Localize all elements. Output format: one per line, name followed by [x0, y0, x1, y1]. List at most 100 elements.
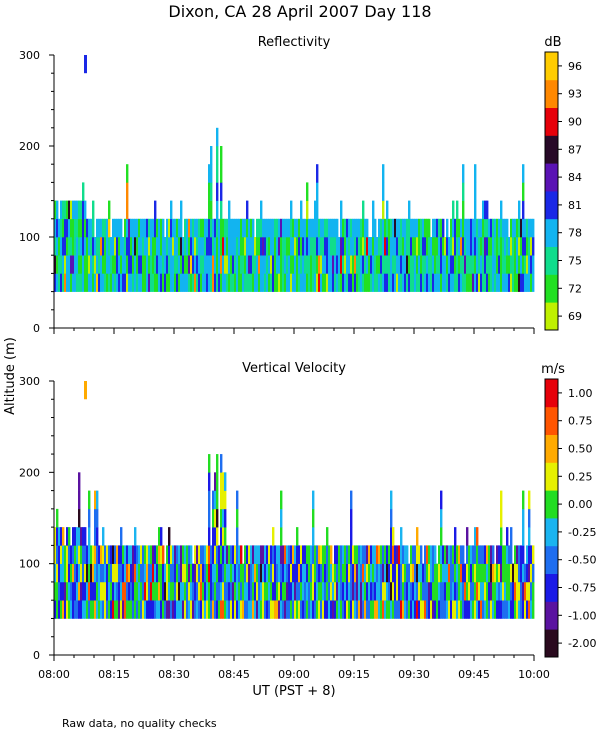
- heatmap-cell: [194, 218, 197, 238]
- heatmap-cell: [78, 545, 81, 564]
- heatmap-cell: [196, 237, 199, 256]
- heatmap-cell: [262, 545, 265, 564]
- heatmap-cell: [524, 273, 527, 292]
- heatmap-cell: [376, 237, 379, 256]
- heatmap-cell: [182, 600, 185, 619]
- heatmap-cell: [204, 255, 207, 274]
- heatmap-cell: [76, 581, 79, 601]
- heatmap-cell: [96, 545, 99, 564]
- heatmap-cell: [298, 255, 301, 274]
- heatmap-cell: [290, 581, 293, 601]
- heatmap-cell: [294, 600, 297, 619]
- heatmap-cell: [222, 563, 225, 583]
- heatmap-cell: [438, 600, 441, 619]
- heatmap-cell: [168, 600, 171, 619]
- heatmap-cell: [496, 563, 499, 583]
- colorbar-tick-label: -0.50: [568, 554, 596, 567]
- heatmap-cell: [156, 218, 159, 238]
- heatmap-cell: [342, 255, 345, 274]
- heatmap-cell: [506, 600, 509, 619]
- heatmap-cell: [396, 600, 399, 619]
- heatmap-cell: [170, 563, 173, 583]
- heatmap-cell: [394, 545, 397, 564]
- heatmap-cell: [246, 563, 249, 583]
- heatmap-cell: [478, 581, 481, 601]
- heatmap-cell: [64, 237, 67, 256]
- heatmap-cell: [176, 255, 179, 274]
- heatmap-cell: [370, 273, 373, 292]
- heatmap-cell: [228, 600, 231, 619]
- heatmap-cell: [198, 600, 201, 619]
- heatmap-cell: [146, 581, 149, 601]
- heatmap-cell: [494, 581, 497, 601]
- heatmap-cell: [408, 581, 411, 601]
- heatmap-cell: [66, 527, 69, 546]
- heatmap-cell: [216, 237, 219, 256]
- heatmap-cell: [322, 600, 325, 619]
- heatmap-cell: [108, 600, 111, 619]
- heatmap-cell: [158, 600, 161, 619]
- colorbar-tick-label: 78: [568, 227, 582, 240]
- heatmap-cell: [182, 545, 185, 564]
- heatmap-cell: [186, 218, 189, 238]
- heatmap-cell: [492, 581, 495, 601]
- heatmap-cell: [476, 563, 479, 583]
- heatmap-cell: [316, 563, 319, 583]
- heatmap-cell: [68, 237, 71, 256]
- heatmap-cell: [322, 273, 325, 292]
- heatmap-cell: [314, 545, 317, 564]
- heatmap-cell: [132, 237, 135, 256]
- heatmap-cell: [302, 218, 305, 238]
- heatmap-cell: [132, 600, 135, 619]
- heatmap-cell: [190, 273, 193, 292]
- heatmap-cell: [142, 273, 145, 292]
- heatmap-cell: [72, 527, 75, 546]
- reflectivity-panel: Reflectivity0100200300697275788184879093…: [19, 35, 582, 335]
- heatmap-cell: [284, 581, 287, 601]
- heatmap-cell: [516, 273, 519, 292]
- heatmap-cell: [494, 563, 497, 583]
- heatmap-cell: [480, 218, 483, 238]
- heatmap-cell: [58, 563, 61, 583]
- heatmap-cell: [382, 255, 385, 274]
- heatmap-cell: [458, 563, 461, 583]
- heatmap-cell: [178, 545, 181, 564]
- heatmap-cell: [484, 545, 487, 564]
- heatmap-cell: [326, 237, 329, 256]
- heatmap-cell: [268, 273, 271, 292]
- heatmap-cell: [96, 600, 99, 619]
- heatmap-cell: [320, 273, 323, 292]
- heatmap-cell: [236, 490, 239, 510]
- heatmap-cell: [496, 581, 499, 601]
- heatmap-cell: [278, 600, 281, 619]
- heatmap-cell: [90, 581, 93, 601]
- heatmap-cell: [120, 563, 123, 583]
- heatmap-cell: [428, 545, 431, 564]
- heatmap-cell: [310, 273, 313, 292]
- heatmap-cell: [312, 490, 315, 510]
- heatmap-cell: [296, 545, 299, 564]
- heatmap-cell: [294, 237, 297, 256]
- heatmap-cell: [208, 182, 211, 201]
- heatmap-cell: [426, 600, 429, 619]
- heatmap-cell: [148, 563, 151, 583]
- heatmap-cell: [470, 563, 473, 583]
- heatmap-cell: [418, 273, 421, 292]
- heatmap-cell: [82, 545, 85, 564]
- heatmap-cell: [450, 581, 453, 601]
- heatmap-cell: [308, 255, 311, 274]
- heatmap-cell: [380, 255, 383, 274]
- heatmap-cell: [318, 237, 321, 256]
- heatmap-cell: [82, 255, 85, 274]
- heatmap-cell: [478, 563, 481, 583]
- heatmap-cell: [254, 600, 257, 619]
- heatmap-cell: [210, 200, 213, 220]
- heatmap-cell: [174, 545, 177, 564]
- heatmap-cell: [176, 581, 179, 601]
- heatmap-cell: [326, 527, 329, 546]
- heatmap-cell: [60, 600, 63, 619]
- heatmap-cell: [316, 182, 319, 201]
- heatmap-cell: [240, 237, 243, 256]
- heatmap-cell: [216, 164, 219, 183]
